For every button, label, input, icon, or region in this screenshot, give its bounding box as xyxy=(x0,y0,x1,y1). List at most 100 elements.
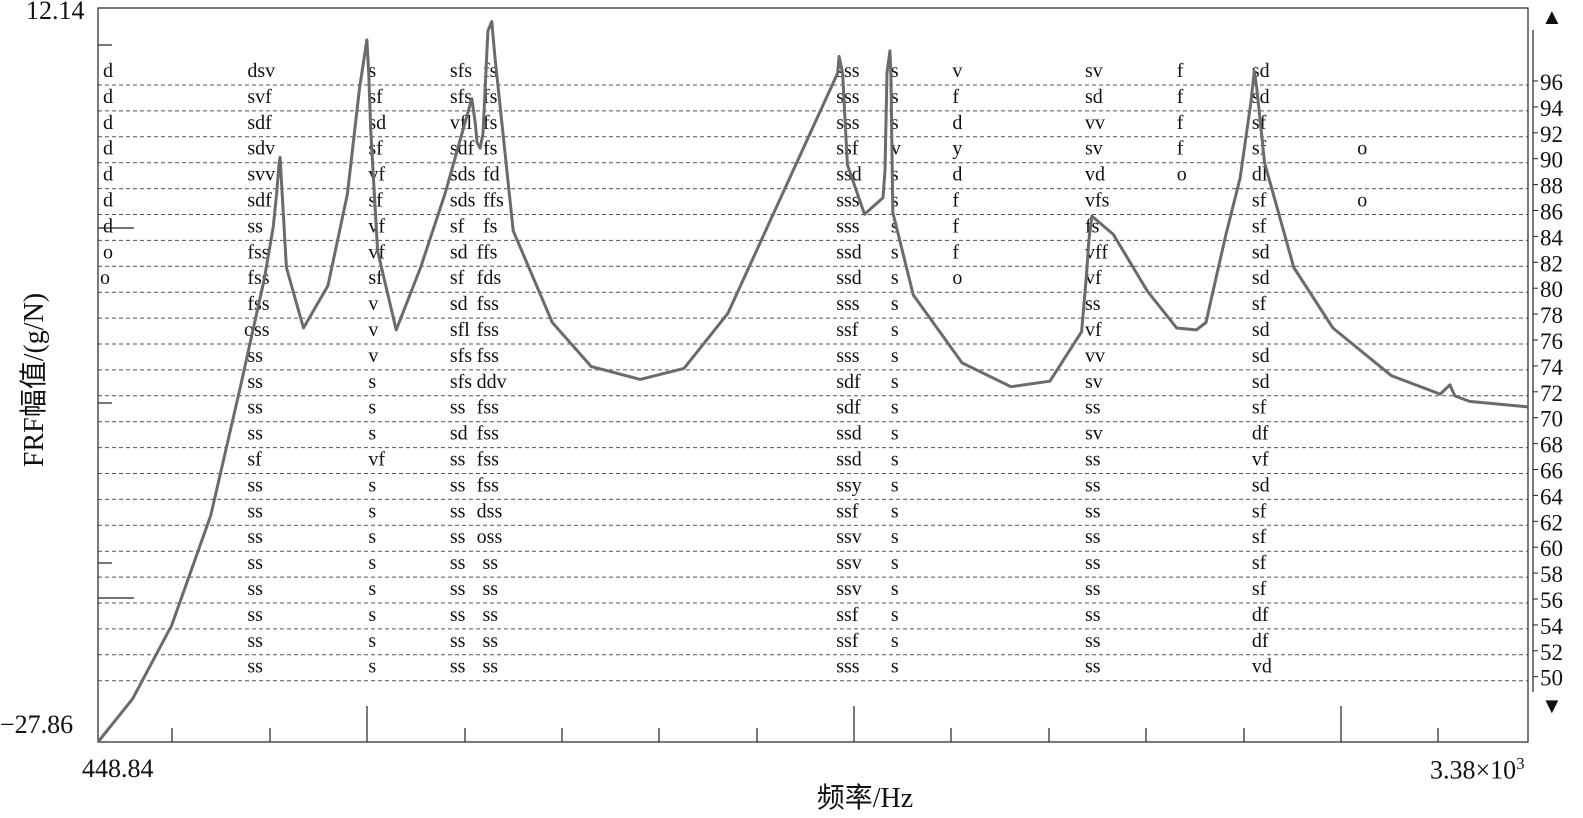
overlay-label: v xyxy=(891,138,901,160)
overlay-label: ssf xyxy=(836,630,859,652)
overlay-label: fss xyxy=(477,293,499,315)
right-scale-label: 84 xyxy=(1540,225,1564,250)
overlay-label: sfl xyxy=(450,319,470,341)
overlay-label: s xyxy=(368,630,376,652)
overlay-label: sf xyxy=(368,267,383,289)
right-scale-label: 90 xyxy=(1540,148,1563,173)
overlay-label: d xyxy=(952,112,962,134)
overlay-label: ssv xyxy=(836,552,862,574)
overlay-label: sd xyxy=(450,423,468,445)
overlay-label: d xyxy=(103,86,113,108)
overlay-label: v xyxy=(368,345,378,367)
overlay-label: ffs xyxy=(483,190,504,212)
overlay-label: s xyxy=(891,656,899,678)
overlay-label: vfs xyxy=(1085,190,1110,212)
overlay-label: s xyxy=(891,267,899,289)
overlay-label: ss xyxy=(247,397,263,419)
overlay-label: ss xyxy=(247,552,263,574)
overlay-label: sf xyxy=(1252,552,1267,574)
overlay-label: sss xyxy=(836,86,860,108)
overlay-label: f xyxy=(952,190,959,212)
overlay-label: sd xyxy=(368,112,386,134)
overlay-label: s xyxy=(891,604,899,626)
overlay-label: ss xyxy=(483,552,499,574)
right-scale-label: 58 xyxy=(1540,562,1563,587)
overlay-label: sdf xyxy=(836,397,861,419)
overlay-label: ss xyxy=(247,474,263,496)
overlay-label: sf xyxy=(1252,500,1267,522)
right-scale-label: 94 xyxy=(1540,96,1564,121)
x-axis-title: 频率/Hz xyxy=(816,783,914,814)
frf-curve xyxy=(96,20,1529,743)
overlay-label: ss xyxy=(450,449,466,471)
overlay-label: ss xyxy=(1085,630,1101,652)
overlay-label: ss xyxy=(1085,449,1101,471)
overlay-label: s xyxy=(368,578,376,600)
right-scale-label: 78 xyxy=(1540,303,1563,328)
overlay-label: sss xyxy=(836,293,860,315)
overlay-label: s xyxy=(891,552,899,574)
overlay-label: ssd xyxy=(836,423,862,445)
overlay-label: s xyxy=(368,397,376,419)
overlay-label: s xyxy=(368,552,376,574)
overlay-label: v xyxy=(368,293,378,315)
overlay-label: o xyxy=(1357,138,1367,160)
x-max-mantissa: 3.38×10 xyxy=(1430,755,1517,785)
overlay-label: ss xyxy=(1085,397,1101,419)
overlay-label: s xyxy=(891,293,899,315)
overlay-label: vf xyxy=(1085,267,1102,289)
overlay-label: ss xyxy=(1085,526,1101,548)
right-scale-label: 74 xyxy=(1540,355,1564,380)
overlay-label: fs xyxy=(483,112,498,134)
overlay-label: fss xyxy=(477,449,499,471)
overlay-label: o xyxy=(1357,190,1367,212)
overlay-label: o xyxy=(103,241,113,263)
overlay-label: ss xyxy=(247,423,263,445)
overlay-label: y xyxy=(952,138,962,160)
overlay-label: f xyxy=(1177,60,1184,82)
scroll-up-arrow[interactable]: ▲ xyxy=(1541,4,1563,29)
right-scale-label: 92 xyxy=(1540,122,1563,147)
overlay-label: ss xyxy=(247,526,263,548)
right-scale-label: 76 xyxy=(1540,329,1563,354)
overlay-label: ss xyxy=(450,656,466,678)
overlay-label: ssf xyxy=(836,500,859,522)
overlay-label: fs xyxy=(483,138,498,160)
overlay-label: ss xyxy=(483,604,499,626)
overlay-label: sv xyxy=(1085,423,1103,445)
overlay-label: ss xyxy=(1085,293,1101,315)
overlay-label: ssv xyxy=(836,526,862,548)
overlay-label: dss xyxy=(477,500,503,522)
right-scale: 9694929088868482807876747270686664626058… xyxy=(1532,30,1564,692)
overlay-label: s xyxy=(891,112,899,134)
overlay-label: vd xyxy=(1085,164,1105,186)
scroll-down-arrow[interactable]: ▼ xyxy=(1541,693,1563,718)
overlay-label: svf xyxy=(247,86,272,108)
overlay-label: sss xyxy=(836,345,860,367)
overlay-label: sd xyxy=(1085,86,1103,108)
overlay-label: d xyxy=(103,60,113,82)
overlay-label: f xyxy=(952,86,959,108)
overlay-label: s xyxy=(368,474,376,496)
overlay-label: df xyxy=(1252,423,1269,445)
y-max-label: 12.14 xyxy=(26,0,85,25)
overlay-label: sfs xyxy=(450,371,472,393)
overlay-label: ss xyxy=(450,526,466,548)
overlay-label: ss xyxy=(1085,656,1101,678)
overlay-label: ss xyxy=(247,656,263,678)
overlay-label: d xyxy=(103,138,113,160)
overlay-label: sss xyxy=(836,215,860,237)
overlay-label: vf xyxy=(1085,319,1102,341)
overlay-label: vff xyxy=(1085,241,1108,263)
overlay-label: dl xyxy=(1252,164,1268,186)
overlay-label: vf xyxy=(368,449,385,471)
overlay-label: oss xyxy=(244,319,270,341)
overlay-label: s xyxy=(891,526,899,548)
overlay-label: ss xyxy=(247,345,263,367)
overlay-label: ss xyxy=(450,500,466,522)
overlay-label: fs xyxy=(483,215,498,237)
overlay-label: sd xyxy=(1252,319,1270,341)
overlay-label: vd xyxy=(1252,656,1272,678)
overlay-label: ssd xyxy=(836,267,862,289)
right-scale-label: 80 xyxy=(1540,277,1563,302)
